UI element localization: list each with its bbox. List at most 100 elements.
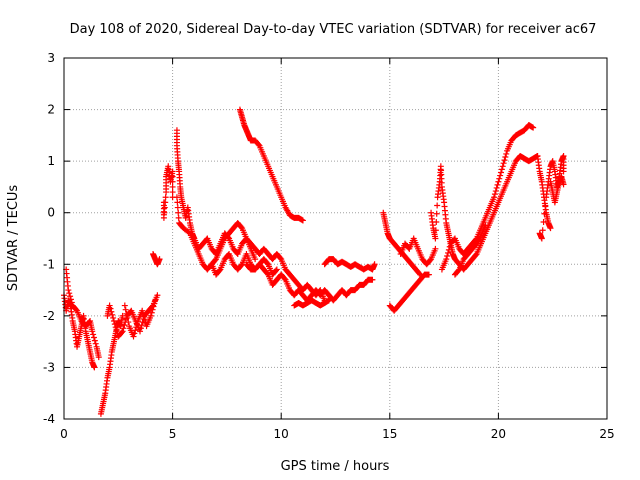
data-point xyxy=(560,181,567,188)
data-point xyxy=(95,354,102,361)
data-point xyxy=(425,271,432,278)
data-point xyxy=(498,169,505,176)
data-point xyxy=(541,210,548,217)
data-point xyxy=(540,218,547,225)
series-t18 xyxy=(428,152,541,273)
data-point xyxy=(92,340,99,347)
data-point xyxy=(500,160,507,167)
data-point xyxy=(67,293,74,300)
data-point xyxy=(68,299,75,306)
data-point xyxy=(252,256,259,263)
data-point xyxy=(175,214,182,221)
series-t20 xyxy=(451,222,489,278)
data-point xyxy=(560,168,567,175)
data-points xyxy=(61,106,567,417)
data-point xyxy=(503,150,510,157)
series-t5 xyxy=(121,297,159,340)
data-point xyxy=(90,331,97,338)
x-tick-label: 15 xyxy=(382,427,397,441)
data-point xyxy=(416,270,423,277)
data-point xyxy=(175,209,182,216)
data-point xyxy=(427,257,434,264)
data-point xyxy=(174,199,181,206)
data-point xyxy=(160,214,167,221)
data-point xyxy=(106,302,113,309)
data-point xyxy=(133,321,140,328)
data-point xyxy=(498,166,505,173)
data-point xyxy=(432,227,439,234)
data-point xyxy=(495,178,502,185)
x-tick-label: 0 xyxy=(60,427,68,441)
data-point xyxy=(130,333,137,340)
data-point xyxy=(547,225,554,232)
data-point xyxy=(150,303,157,310)
data-point xyxy=(482,222,489,229)
y-tick-label: -1 xyxy=(43,257,55,271)
x-tick-label: 20 xyxy=(491,427,506,441)
data-point xyxy=(124,314,131,321)
y-axis-label: SDTVAR / TECUs xyxy=(6,185,21,292)
data-point xyxy=(149,306,156,313)
data-point xyxy=(491,194,498,201)
data-point xyxy=(299,217,306,224)
data-point xyxy=(369,276,376,283)
data-point xyxy=(152,297,159,304)
data-point xyxy=(169,178,176,185)
series-t2 xyxy=(63,266,102,361)
data-point xyxy=(91,364,98,371)
data-point xyxy=(90,334,97,341)
axis-ticks: 0 5 10 15 20 25 -4 -3 -2 -1 0 1 2 3 xyxy=(43,51,615,441)
series-t14 xyxy=(321,256,378,273)
data-point xyxy=(67,296,74,303)
data-point xyxy=(162,194,169,201)
data-point xyxy=(110,318,117,325)
plot-frame xyxy=(63,57,608,420)
data-point xyxy=(174,204,181,211)
data-point xyxy=(137,325,144,332)
data-point xyxy=(119,328,126,335)
data-point xyxy=(111,321,118,328)
data-point xyxy=(133,324,140,331)
data-point xyxy=(131,330,138,337)
data-point xyxy=(140,310,147,317)
series-t9 xyxy=(173,194,280,278)
series-t17 xyxy=(397,235,439,268)
series-t3 xyxy=(97,312,126,417)
series-t16 xyxy=(386,271,432,314)
chart-title: Day 108 of 2020, Sidereal Day-to-day VTE… xyxy=(70,22,597,37)
data-point xyxy=(147,312,154,319)
data-point xyxy=(121,302,128,309)
data-point xyxy=(493,184,500,191)
data-point xyxy=(445,246,452,253)
data-point xyxy=(539,227,546,234)
data-point xyxy=(118,329,125,336)
data-point xyxy=(169,168,176,175)
data-point xyxy=(472,252,479,259)
data-point xyxy=(123,310,130,317)
data-point xyxy=(212,257,219,264)
data-point xyxy=(273,266,280,273)
data-point xyxy=(148,309,155,316)
series-t11 xyxy=(236,106,306,224)
data-point xyxy=(161,204,168,211)
x-tick-label: 10 xyxy=(274,427,289,441)
data-point xyxy=(434,202,441,209)
data-point xyxy=(238,262,245,269)
series-t21 xyxy=(534,152,554,232)
data-point xyxy=(444,253,451,260)
x-tick-label: 5 xyxy=(169,427,177,441)
data-point xyxy=(169,173,176,180)
data-point xyxy=(151,300,158,307)
data-point xyxy=(138,322,145,329)
data-point xyxy=(371,261,378,268)
series-t12 xyxy=(243,261,376,304)
y-tick-label: -2 xyxy=(43,309,55,323)
data-point xyxy=(73,306,80,313)
data-point xyxy=(455,267,462,274)
data-point xyxy=(264,260,271,267)
series-t19 xyxy=(438,122,537,273)
data-point xyxy=(140,313,147,320)
data-point xyxy=(65,287,72,294)
y-tick-label: 3 xyxy=(47,51,55,65)
